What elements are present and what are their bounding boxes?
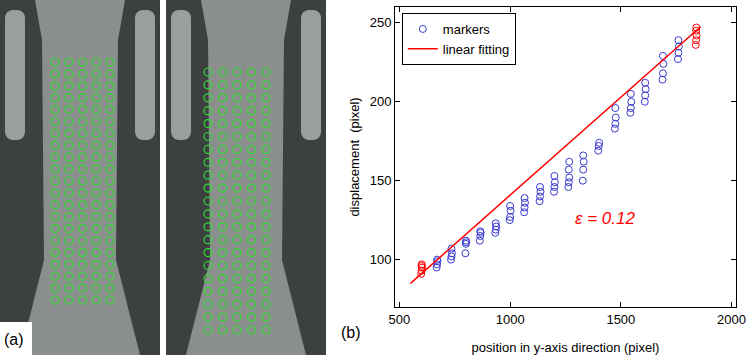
svg-text:linear fitting: linear fitting [443, 42, 509, 57]
svg-text:position in y-axis direction (: position in y-axis direction (pixel) [472, 340, 660, 355]
svg-text:150: 150 [370, 173, 392, 188]
svg-text:100: 100 [370, 252, 392, 267]
html-text:(b): (b) [341, 324, 361, 341]
svg-text:500: 500 [389, 312, 411, 327]
svg-text:200: 200 [370, 94, 392, 109]
svg-text:1500: 1500 [606, 312, 635, 327]
svg-text:displacement (pixel): displacement (pixel) [347, 97, 362, 216]
svg-text:ε = 0.12: ε = 0.12 [575, 209, 635, 228]
svg-text:(a): (a) [4, 331, 24, 348]
svg-text:markers: markers [443, 22, 490, 37]
svg-text:250: 250 [370, 15, 392, 30]
svg-text:2000: 2000 [717, 312, 746, 327]
svg-text:1000: 1000 [496, 312, 525, 327]
